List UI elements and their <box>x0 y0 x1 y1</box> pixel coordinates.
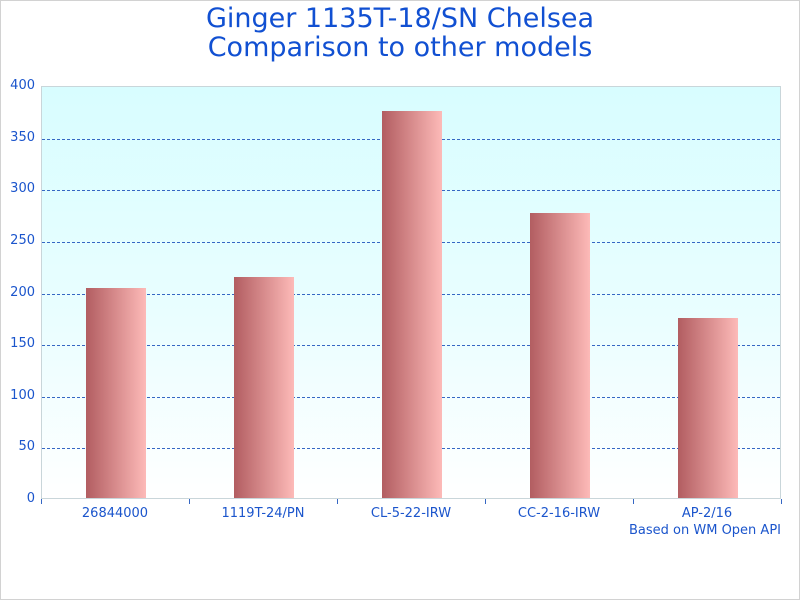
bar-AP-2/16 <box>678 318 738 498</box>
x-tick-mark <box>337 499 338 504</box>
chart-title-line2: Comparison to other models <box>207 32 593 63</box>
bar-CL-5-22-IRW <box>382 111 442 498</box>
bar-26844000 <box>86 288 146 498</box>
y-tick-label: 50 <box>18 439 35 455</box>
x-tick-label: CC-2-16-IRW <box>517 506 601 521</box>
chart-title: Ginger 1135T-18/SN Chelsea Comparison to… <box>1 4 799 62</box>
y-tick-label: 350 <box>10 129 35 145</box>
y-tick-label: 0 <box>26 491 35 506</box>
y-tick-label: 250 <box>10 232 35 248</box>
y-tick-label: 200 <box>10 284 35 300</box>
x-tick-label: 1119T-24/PN <box>221 506 305 521</box>
x-tick-label: AP-2/16 <box>681 506 733 521</box>
api-attribution: Based on WM Open API <box>629 523 781 538</box>
x-tick-mark <box>781 499 782 504</box>
x-tick-mark <box>41 499 42 504</box>
x-tick-mark <box>485 499 486 504</box>
y-tick-label: 150 <box>10 336 35 352</box>
chart-title-line1: Ginger 1135T-18/SN Chelsea <box>205 3 595 34</box>
plot-area <box>41 86 781 499</box>
y-tick-label: 400 <box>10 78 35 93</box>
x-tick-mark <box>633 499 634 504</box>
bar-1119T-24/PN <box>234 277 294 498</box>
y-tick-label: 100 <box>10 387 35 403</box>
x-tick-label: CL-5-22-IRW <box>370 506 452 521</box>
y-tick-label: 300 <box>10 181 35 197</box>
bar-CC-2-16-IRW <box>530 213 590 498</box>
x-tick-label: 26844000 <box>81 506 149 521</box>
x-tick-mark <box>189 499 190 504</box>
